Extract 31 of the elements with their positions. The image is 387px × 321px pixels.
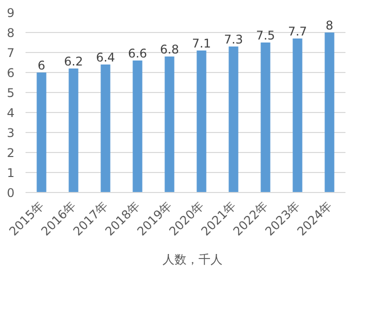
- bar: [164, 56, 174, 192]
- y-tick-label: 6: [6, 66, 15, 80]
- y-tick-label: 3: [6, 126, 15, 140]
- y-tick-label: 8: [6, 26, 15, 40]
- data-label: 6.4: [96, 50, 116, 64]
- y-tick-label: 7: [6, 46, 15, 60]
- data-label: 7.1: [192, 36, 212, 50]
- data-label: 6.2: [64, 54, 84, 68]
- bar: [292, 38, 302, 192]
- bar: [324, 32, 334, 192]
- bar: [68, 68, 78, 192]
- data-label: 7.3: [224, 32, 244, 46]
- y-tick-label: 2: [6, 146, 15, 160]
- y-tick-label: 1: [6, 166, 15, 180]
- y-tick-label: 5: [6, 86, 15, 100]
- y-tick-label: 4: [6, 106, 15, 120]
- data-label: 8: [326, 18, 334, 32]
- data-label: 6: [38, 58, 46, 72]
- bar: [228, 46, 238, 192]
- bar: [132, 60, 142, 192]
- bar: [260, 42, 270, 192]
- bar: [196, 50, 206, 192]
- data-label: 6.6: [128, 46, 148, 60]
- y-tick-label: 9: [6, 6, 15, 20]
- bar: [100, 64, 110, 192]
- y-tick-label: 0: [6, 186, 15, 200]
- data-label: 7.7: [288, 24, 308, 38]
- text: 人数，千人: [162, 252, 222, 268]
- bar: [36, 72, 46, 192]
- data-label: 7.5: [256, 28, 276, 42]
- data-label: 6.8: [160, 42, 180, 56]
